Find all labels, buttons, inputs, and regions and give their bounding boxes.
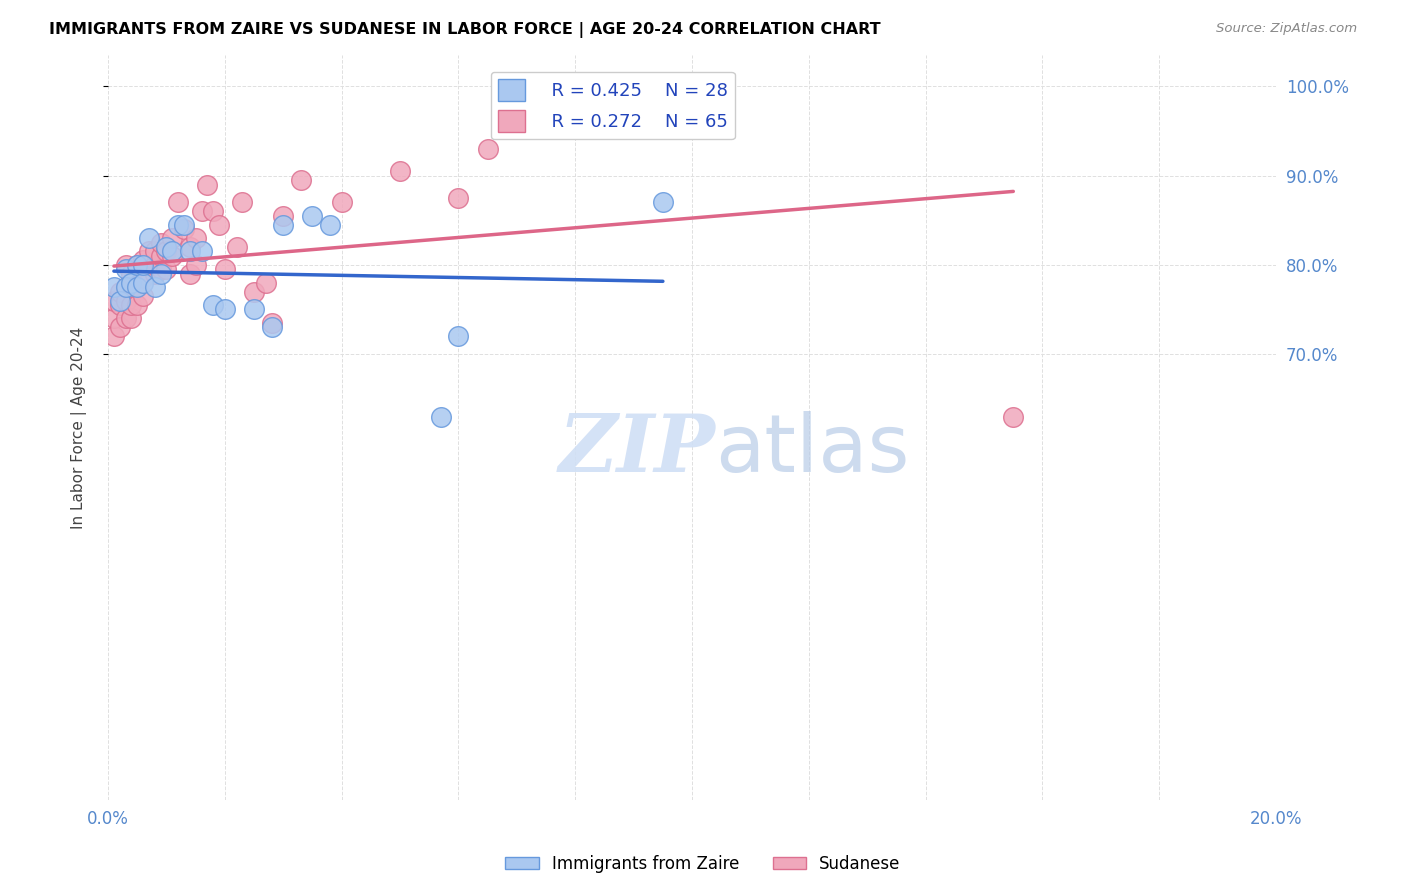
Point [138, 231, 160, 245]
Point [271, 218, 294, 232]
Point [231, 195, 253, 210]
Point [243, 302, 266, 317]
Point [184, 231, 207, 245]
Point [149, 235, 172, 250]
Point [184, 258, 207, 272]
Point [149, 249, 172, 263]
Point [127, 280, 149, 294]
Point [103, 293, 125, 308]
Point [103, 280, 125, 294]
Point [155, 262, 177, 277]
Point [430, 409, 453, 424]
Point [1002, 409, 1025, 424]
Point [167, 218, 190, 232]
Point [162, 249, 184, 263]
Point [120, 298, 142, 312]
Point [108, 293, 131, 308]
Text: Source: ZipAtlas.com: Source: ZipAtlas.com [1216, 22, 1357, 36]
Point [132, 253, 155, 268]
Legend: Immigrants from Zaire, Sudanese: Immigrants from Zaire, Sudanese [499, 848, 907, 880]
Point [225, 240, 247, 254]
Point [149, 262, 172, 277]
Point [254, 276, 277, 290]
Point [155, 244, 177, 259]
Point [260, 320, 283, 334]
Point [114, 280, 136, 294]
Text: atlas: atlas [716, 411, 910, 489]
Point [108, 298, 131, 312]
Point [127, 280, 149, 294]
Point [114, 258, 136, 272]
Point [162, 244, 184, 259]
Point [208, 218, 231, 232]
Point [143, 244, 166, 259]
Point [114, 293, 136, 308]
Text: ZIP: ZIP [558, 411, 716, 489]
Legend:   R = 0.425    N = 28,   R = 0.272    N = 65: R = 0.425 N = 28, R = 0.272 N = 65 [491, 71, 735, 139]
Point [120, 276, 142, 290]
Point [179, 244, 201, 259]
Point [120, 267, 142, 281]
Point [477, 142, 499, 156]
Point [564, 115, 586, 129]
Point [290, 173, 312, 187]
Point [120, 280, 142, 294]
Point [173, 218, 195, 232]
Point [447, 329, 470, 343]
Point [143, 280, 166, 294]
Point [190, 244, 212, 259]
Point [127, 258, 149, 272]
Point [155, 240, 177, 254]
Point [447, 191, 470, 205]
Point [132, 289, 155, 303]
Point [103, 311, 125, 326]
Point [132, 276, 155, 290]
Point [271, 209, 294, 223]
Point [114, 280, 136, 294]
Point [138, 258, 160, 272]
Point [108, 320, 131, 334]
Point [173, 222, 195, 236]
Point [120, 311, 142, 326]
Point [138, 244, 160, 259]
Text: IMMIGRANTS FROM ZAIRE VS SUDANESE IN LABOR FORCE | AGE 20-24 CORRELATION CHART: IMMIGRANTS FROM ZAIRE VS SUDANESE IN LAB… [49, 22, 880, 38]
Point [319, 218, 342, 232]
Point [506, 102, 529, 116]
Point [214, 262, 236, 277]
Point [103, 329, 125, 343]
Point [108, 285, 131, 299]
Point [190, 204, 212, 219]
Point [143, 267, 166, 281]
Point [143, 258, 166, 272]
Point [202, 204, 225, 219]
Point [149, 267, 172, 281]
Point [179, 267, 201, 281]
Point [167, 195, 190, 210]
Point [127, 298, 149, 312]
Point [132, 258, 155, 272]
Point [114, 262, 136, 277]
Point [651, 195, 673, 210]
Point [132, 271, 155, 285]
Point [389, 164, 412, 178]
Point [330, 195, 353, 210]
Point [260, 316, 283, 330]
Y-axis label: In Labor Force | Age 20-24: In Labor Force | Age 20-24 [72, 326, 87, 529]
Point [202, 298, 225, 312]
Point [195, 178, 218, 192]
Point [301, 209, 323, 223]
Point [214, 302, 236, 317]
Point [179, 240, 201, 254]
Point [162, 231, 184, 245]
Point [127, 258, 149, 272]
Point [243, 285, 266, 299]
Point [114, 311, 136, 326]
